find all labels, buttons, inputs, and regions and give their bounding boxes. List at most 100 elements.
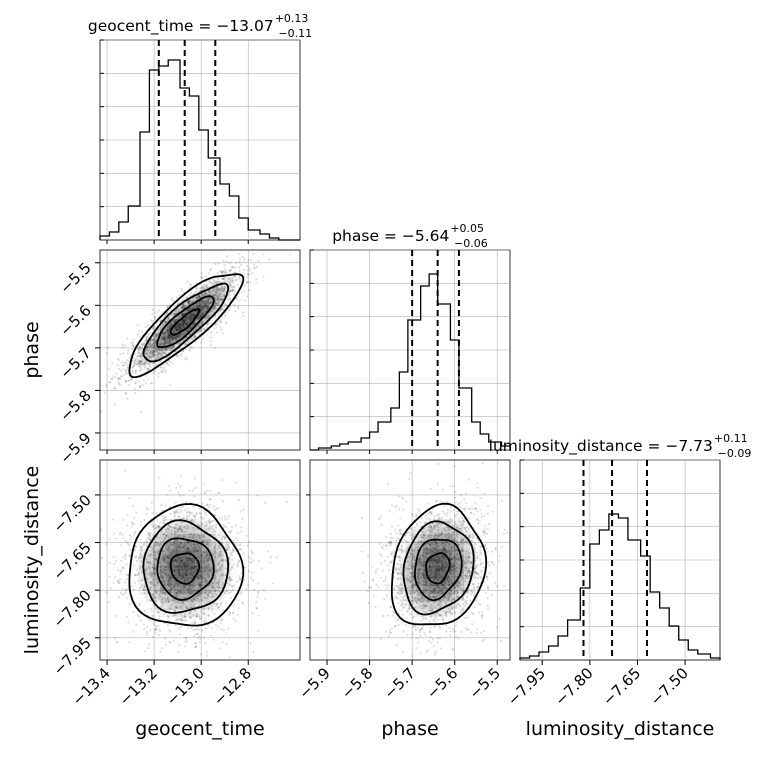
sample-point bbox=[218, 270, 221, 273]
sample-point bbox=[141, 330, 144, 333]
sample-point bbox=[112, 518, 115, 521]
sample-point bbox=[191, 307, 194, 310]
sample-point bbox=[208, 522, 211, 525]
sample-point bbox=[203, 303, 207, 306]
sample-point bbox=[150, 355, 153, 358]
sample-point bbox=[140, 556, 143, 560]
sample-point bbox=[194, 486, 197, 489]
sample-point bbox=[237, 560, 240, 563]
sample-point bbox=[201, 553, 204, 556]
sample-point bbox=[164, 566, 167, 569]
sample-point bbox=[169, 551, 172, 554]
sample-point bbox=[213, 547, 216, 550]
sample-point bbox=[206, 572, 209, 576]
sample-point bbox=[161, 336, 164, 339]
sample-point bbox=[209, 498, 212, 501]
sample-point bbox=[222, 276, 225, 279]
sample-point bbox=[126, 337, 129, 340]
sample-point bbox=[227, 515, 230, 518]
sample-point bbox=[183, 543, 186, 546]
sample-point bbox=[217, 590, 220, 593]
density-cell bbox=[181, 534, 189, 542]
sample-point bbox=[132, 630, 135, 633]
sample-point bbox=[255, 607, 258, 610]
sample-point bbox=[146, 352, 149, 355]
sample-point bbox=[175, 594, 178, 598]
sample-point bbox=[203, 317, 206, 320]
sample-point bbox=[204, 617, 207, 620]
sample-point bbox=[196, 545, 200, 548]
sample-point bbox=[412, 591, 415, 594]
density-cell bbox=[195, 594, 203, 602]
sample-point bbox=[208, 576, 211, 579]
sample-point bbox=[213, 308, 216, 311]
sample-point bbox=[140, 548, 143, 551]
sample-point bbox=[139, 553, 142, 557]
sample-point bbox=[200, 575, 203, 578]
sample-point bbox=[152, 548, 155, 551]
sample-point bbox=[158, 343, 161, 347]
sample-point bbox=[117, 381, 120, 384]
sample-point bbox=[170, 324, 173, 327]
sample-point bbox=[148, 562, 151, 565]
sample-point bbox=[202, 327, 205, 330]
sample-point bbox=[205, 528, 208, 531]
sample-point bbox=[178, 602, 181, 605]
sample-point bbox=[180, 547, 183, 550]
sample-point bbox=[216, 302, 219, 305]
sample-point bbox=[237, 606, 240, 610]
sample-point bbox=[149, 600, 152, 603]
sample-point bbox=[426, 649, 429, 652]
sample-point bbox=[165, 556, 168, 559]
sample-point bbox=[146, 634, 149, 637]
density-cell bbox=[202, 306, 210, 313]
sample-point bbox=[144, 350, 147, 353]
sample-point bbox=[139, 385, 142, 388]
sample-point bbox=[173, 299, 176, 302]
sample-point bbox=[169, 512, 172, 516]
sample-point bbox=[148, 555, 151, 558]
sample-point bbox=[220, 298, 223, 301]
sample-point bbox=[164, 568, 167, 572]
density-cell bbox=[167, 526, 175, 534]
sample-point bbox=[143, 627, 146, 631]
sample-point bbox=[139, 411, 143, 414]
sample-point bbox=[178, 590, 181, 593]
sample-point bbox=[185, 295, 188, 298]
sample-point bbox=[217, 606, 220, 609]
sample-point bbox=[217, 561, 220, 564]
sample-point bbox=[138, 369, 141, 372]
sample-point bbox=[185, 309, 188, 312]
sample-point bbox=[155, 586, 158, 589]
sample-point bbox=[226, 540, 229, 543]
sample-point bbox=[222, 293, 226, 296]
sample-point bbox=[196, 574, 199, 577]
sample-point bbox=[200, 653, 203, 656]
sample-point bbox=[182, 545, 185, 548]
sample-point bbox=[127, 349, 130, 352]
sample-point bbox=[231, 288, 234, 291]
sample-point bbox=[161, 343, 165, 346]
sample-point bbox=[136, 362, 139, 365]
sample-point bbox=[192, 585, 195, 588]
sample-point bbox=[157, 525, 160, 528]
sample-point bbox=[223, 290, 227, 293]
sample-point bbox=[201, 304, 205, 307]
sample-point bbox=[138, 362, 141, 366]
sample-point bbox=[197, 543, 200, 546]
sample-point bbox=[113, 403, 116, 406]
sample-point bbox=[159, 569, 162, 572]
sample-point bbox=[195, 547, 198, 550]
sample-point bbox=[183, 526, 186, 529]
sample-point bbox=[218, 553, 222, 556]
sample-point bbox=[160, 455, 162, 457]
sample-point bbox=[238, 299, 241, 302]
sample-point bbox=[216, 298, 219, 301]
sample-point bbox=[230, 585, 233, 588]
sample-point bbox=[178, 627, 181, 630]
sample-point bbox=[239, 264, 242, 267]
sample-point bbox=[183, 545, 186, 548]
sample-point bbox=[159, 359, 163, 363]
density-cell bbox=[145, 586, 153, 595]
sample-point bbox=[191, 519, 194, 522]
